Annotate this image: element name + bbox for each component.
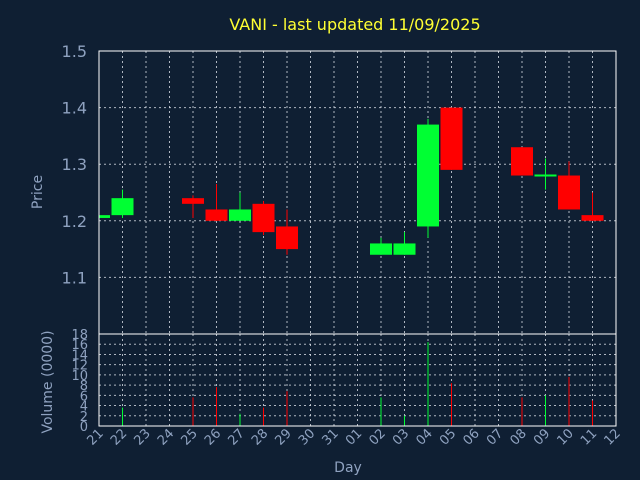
volume-tick-label: 14 [71, 348, 88, 363]
volume-panel-frame [98, 333, 617, 427]
day-tick-label: 29 [273, 426, 295, 448]
candle-body [111, 198, 134, 216]
price-tick-label: 1.4 [62, 99, 87, 118]
candle-27 [229, 192, 251, 221]
candle-21 [98, 215, 110, 218]
day-tick-label: 30 [296, 426, 318, 448]
candle-body [417, 124, 439, 227]
candle-25 [182, 195, 204, 218]
price-axis-label: Price [30, 175, 46, 209]
volume-tick-label: 2 [80, 410, 88, 425]
day-tick-label: 26 [202, 426, 224, 448]
price-tick-labels: 1.1 1.2 1.3 1.4 1.5 [62, 42, 87, 287]
volume-tick-label: 4 [80, 400, 88, 415]
day-tick-label: 31 [320, 426, 342, 448]
volume-axis-label: Volume (0000) [40, 330, 56, 433]
volume-tick-label: 18 [71, 328, 88, 343]
price-grid [99, 51, 616, 334]
day-tick-label: 23 [132, 426, 154, 448]
candle-29 [276, 209, 298, 255]
candle-10 [558, 161, 580, 210]
candle-body [205, 209, 228, 221]
candle-body [370, 243, 392, 255]
volume-tick-label: 16 [71, 338, 88, 353]
day-tick-label: 22 [108, 426, 130, 448]
day-tick-label: 04 [414, 426, 436, 448]
day-tick-label: 11 [578, 426, 600, 448]
day-tick-label: 27 [226, 426, 248, 448]
candle-02 [370, 237, 392, 255]
candle-body [440, 107, 463, 170]
volume-grid [99, 334, 616, 426]
candle-26 [205, 184, 228, 221]
day-tick-label: 03 [390, 426, 412, 448]
chart-title: VANI - last updated 11/09/2025 [229, 15, 480, 34]
candle-body [581, 215, 604, 221]
day-tick-label: 25 [179, 426, 201, 448]
candlestick-series [98, 107, 604, 255]
day-tick-label: 06 [461, 426, 483, 448]
day-tick-label: 02 [367, 426, 389, 448]
day-tick-label: 01 [343, 426, 365, 448]
volume-series [122, 342, 593, 426]
candle-body [393, 243, 416, 255]
price-tick-label: 1.5 [62, 42, 87, 61]
volume-tick-label: 0 [80, 420, 88, 435]
candle-body [558, 175, 580, 210]
candle-05 [440, 107, 463, 170]
candle-body [252, 203, 275, 233]
day-tick-label: 05 [437, 426, 459, 448]
candle-03 [393, 232, 416, 255]
candle-04 [417, 118, 439, 238]
volume-tick-label: 10 [71, 369, 88, 384]
day-tick-label: 28 [249, 426, 271, 448]
day-tick-label: 10 [555, 426, 577, 448]
candle-11 [581, 192, 604, 221]
candle-09 [534, 158, 557, 190]
price-tick-label: 1.2 [62, 212, 87, 231]
day-tick-label: 07 [484, 426, 506, 448]
volume-tick-label: 6 [80, 389, 88, 404]
day-tick-label: 24 [155, 426, 177, 448]
candle-28 [252, 200, 275, 235]
candle-08 [511, 147, 533, 176]
candle-body [99, 215, 110, 218]
candle-22 [111, 189, 134, 218]
day-tick-label: 08 [508, 426, 530, 448]
day-axis-label: Day [334, 460, 362, 476]
day-tick-labels: 21 22 23 24 25 26 27 28 29 30 31 01 02 03 04 05 06 07 08 09… [85, 426, 624, 448]
day-tick-label: 12 [602, 426, 624, 448]
candle-body [182, 198, 204, 204]
price-tick-label: 1.1 [62, 268, 87, 287]
volume-tick-label: 12 [71, 359, 88, 374]
candle-body [511, 147, 533, 176]
candle-body [229, 209, 251, 221]
candle-body [276, 226, 298, 250]
volume-tick-label: 8 [80, 379, 88, 394]
price-tick-label: 1.3 [62, 155, 87, 174]
day-tick-label: 09 [531, 426, 553, 448]
